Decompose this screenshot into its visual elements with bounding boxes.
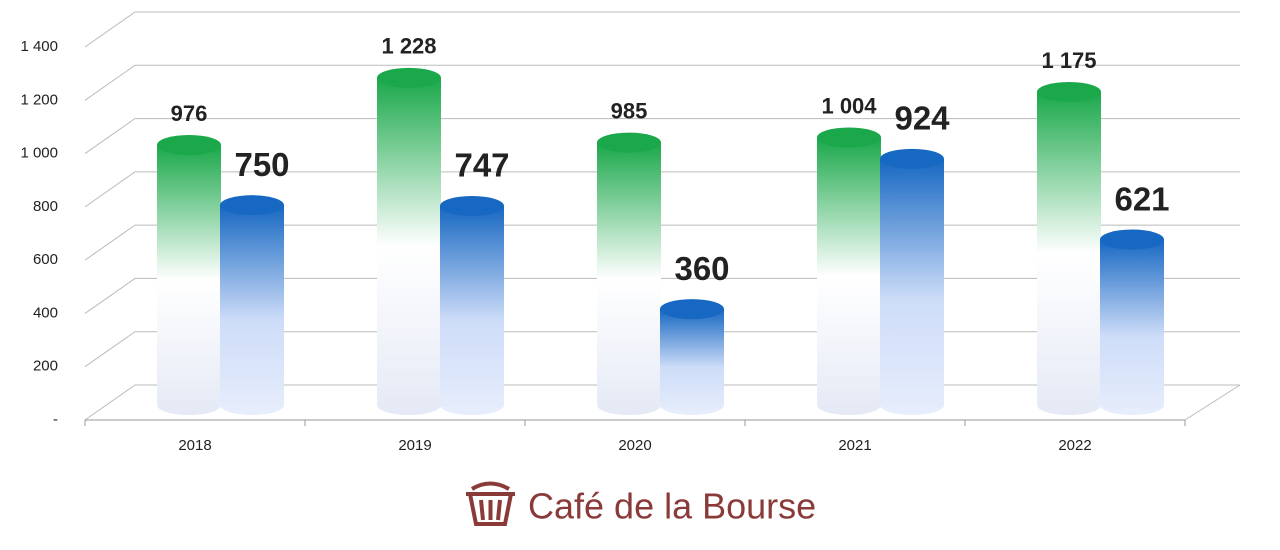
y-tick-label: 200: [33, 358, 58, 375]
watermark-text: Café de la Bourse: [528, 486, 816, 527]
bar-top: [817, 127, 881, 148]
x-tick-label: 2018: [178, 437, 211, 454]
bar-top: [440, 195, 504, 216]
bar: [597, 142, 661, 415]
y-tick-label: 400: [33, 304, 58, 321]
bar: [660, 309, 724, 415]
y-tick-label: 800: [33, 198, 58, 215]
x-tick-label: 2021: [838, 437, 871, 454]
bar-top: [660, 299, 724, 320]
y-tick-label: 1 200: [20, 91, 58, 108]
grid-line: [84, 118, 1240, 154]
bar-top: [880, 148, 944, 169]
bar-top: [377, 67, 441, 88]
y-tick-label: -: [53, 411, 58, 428]
grid-line: [84, 64, 1240, 101]
bar: [880, 158, 944, 415]
bar: [817, 137, 881, 415]
watermark: Café de la Bourse: [466, 481, 816, 527]
bar: [157, 144, 221, 416]
bar: [1100, 239, 1164, 415]
grid-line: [84, 11, 1240, 48]
bar-top: [1100, 229, 1164, 250]
data-label: 747: [454, 147, 509, 184]
floor-edge: [1184, 384, 1241, 421]
x-tick-label: 2022: [1058, 437, 1091, 454]
y-tick-label: 600: [33, 251, 58, 268]
bar: [440, 205, 504, 415]
data-label: 924: [894, 100, 950, 137]
bar-top: [1037, 81, 1101, 102]
data-label: 750: [234, 146, 289, 183]
data-label: 1 175: [1041, 48, 1096, 73]
data-label: 976: [171, 101, 208, 126]
y-tick-label: 1 400: [20, 38, 58, 55]
bar: [220, 205, 284, 415]
data-label: 985: [611, 98, 648, 123]
y-tick-label: 1 000: [20, 145, 58, 162]
data-label: 360: [674, 250, 729, 287]
data-label: 1 228: [381, 34, 436, 59]
data-label: 1 004: [821, 93, 877, 118]
bar: [377, 77, 441, 415]
bar-top: [157, 134, 221, 155]
data-label: 621: [1114, 180, 1169, 217]
bar: [1037, 91, 1101, 416]
bar-top: [220, 195, 284, 216]
watermark-icon: [466, 481, 515, 526]
x-tick-label: 2020: [618, 437, 651, 454]
x-tick-label: 2019: [398, 437, 431, 454]
bar-top: [597, 132, 661, 153]
